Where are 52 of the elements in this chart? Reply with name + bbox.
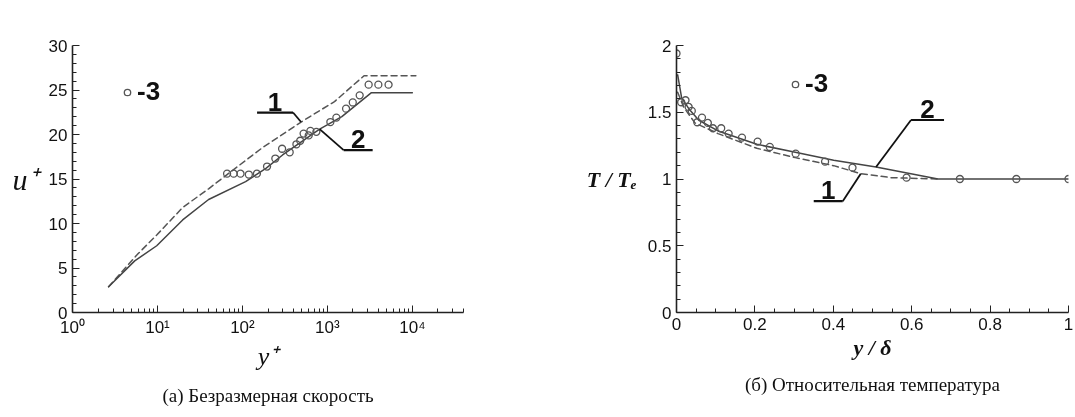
x-tick-label: 0.6 [899, 314, 924, 334]
line-series [676, 74, 1069, 180]
point [697, 113, 707, 122]
x-axis-title: y / δ [850, 334, 892, 360]
y-axis-title: u⁺ [12, 162, 42, 196]
point [681, 96, 690, 105]
y-tick-label: 15 [48, 170, 68, 189]
x-tick-label: 10³ [315, 317, 341, 337]
point [737, 133, 747, 142]
y-tick-label: 1.5 [647, 103, 672, 123]
x-tick-label: 10² [230, 317, 256, 337]
legend-label: -3 [137, 76, 161, 107]
y-axis-title: T / Tₑ [586, 166, 637, 192]
series-label: 2 [350, 124, 366, 155]
y-tick-label: 5 [58, 259, 68, 278]
text: (а) Безразмерная скорость [162, 384, 374, 407]
y-tick-label: 30 [48, 36, 68, 56]
point [684, 102, 693, 112]
series-label: 1 [821, 175, 836, 206]
point [791, 149, 800, 158]
point [753, 137, 762, 146]
point [724, 129, 733, 138]
x-axis-title: y⁺ [254, 341, 282, 371]
y-tick-label: 10 [48, 214, 68, 234]
series-label: 1 [267, 86, 283, 117]
x-tick-label: 0.4 [821, 314, 846, 334]
y-tick-label: 0.5 [647, 236, 672, 256]
y-tick-label: 20 [48, 125, 68, 145]
point [703, 118, 713, 128]
point [717, 124, 726, 133]
point [848, 163, 857, 172]
point [708, 124, 718, 133]
x-tick-label: 10¹ [145, 317, 171, 337]
series-label: 2 [920, 93, 935, 124]
point [820, 157, 830, 166]
point [765, 142, 774, 152]
x-tick-label: 10⁴ [399, 317, 426, 337]
x-tick-label: 0.8 [978, 314, 1002, 334]
point [902, 173, 911, 182]
y-tick-label: 1 [662, 170, 672, 189]
line-series [676, 91, 939, 180]
point [1012, 174, 1021, 184]
point [693, 118, 702, 127]
point [955, 174, 965, 184]
point [677, 98, 686, 107]
x-tick-label: 1 [1063, 314, 1074, 334]
text: (б) Относительная температура [744, 373, 1001, 396]
legend-label: -3 [805, 68, 829, 99]
x-tick-label: 0.2 [743, 314, 767, 334]
point [687, 106, 696, 116]
y-tick-label: 2 [662, 36, 672, 56]
y-tick-label: 25 [48, 81, 68, 100]
